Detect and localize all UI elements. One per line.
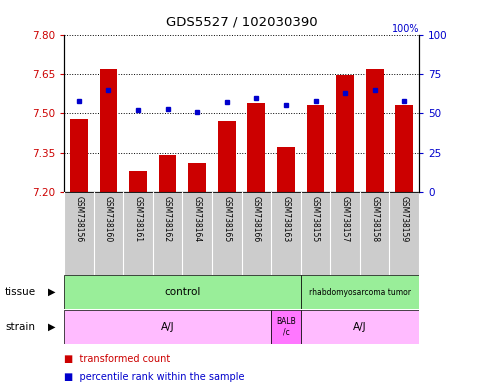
Bar (247, 103, 265, 192)
Bar (70, 119, 88, 192)
Text: ▶: ▶ (48, 322, 56, 332)
Text: A/J: A/J (353, 322, 367, 332)
Bar (129, 171, 147, 192)
Bar (395, 106, 413, 192)
Text: GSM738160: GSM738160 (104, 196, 113, 242)
Text: GSM738159: GSM738159 (400, 196, 409, 242)
Bar (64, 310, 271, 344)
Text: A/J: A/J (161, 322, 175, 332)
Text: GSM738155: GSM738155 (311, 196, 320, 242)
Text: rhabdomyosarcoma tumor: rhabdomyosarcoma tumor (309, 288, 411, 297)
Text: ■  percentile rank within the sample: ■ percentile rank within the sample (64, 372, 245, 382)
Text: GSM738164: GSM738164 (193, 196, 202, 242)
Text: GSM738158: GSM738158 (370, 196, 379, 242)
Text: GSM738165: GSM738165 (222, 196, 231, 242)
Text: GSM738166: GSM738166 (252, 196, 261, 242)
Bar (366, 69, 384, 192)
Text: BALB
/c: BALB /c (276, 317, 296, 336)
Text: GSM738157: GSM738157 (341, 196, 350, 242)
Text: tissue: tissue (5, 287, 36, 297)
Bar (307, 106, 324, 192)
Text: GSM738163: GSM738163 (282, 196, 290, 242)
Bar (188, 163, 206, 192)
Text: GSM738162: GSM738162 (163, 196, 172, 242)
Text: strain: strain (5, 322, 35, 332)
Bar (336, 75, 354, 192)
Text: control: control (164, 287, 201, 297)
Text: GSM738156: GSM738156 (74, 196, 83, 242)
Bar (271, 310, 301, 344)
Bar (100, 69, 117, 192)
Bar (301, 275, 419, 309)
Text: ▶: ▶ (48, 287, 56, 297)
Bar (277, 147, 295, 192)
Text: GDS5527 / 102030390: GDS5527 / 102030390 (166, 15, 317, 28)
Bar (301, 310, 419, 344)
Bar (218, 121, 236, 192)
Text: ■  transformed count: ■ transformed count (64, 354, 171, 364)
Bar (159, 155, 176, 192)
Text: 100%: 100% (391, 24, 419, 34)
Text: GSM738161: GSM738161 (134, 196, 142, 242)
Bar (64, 275, 301, 309)
